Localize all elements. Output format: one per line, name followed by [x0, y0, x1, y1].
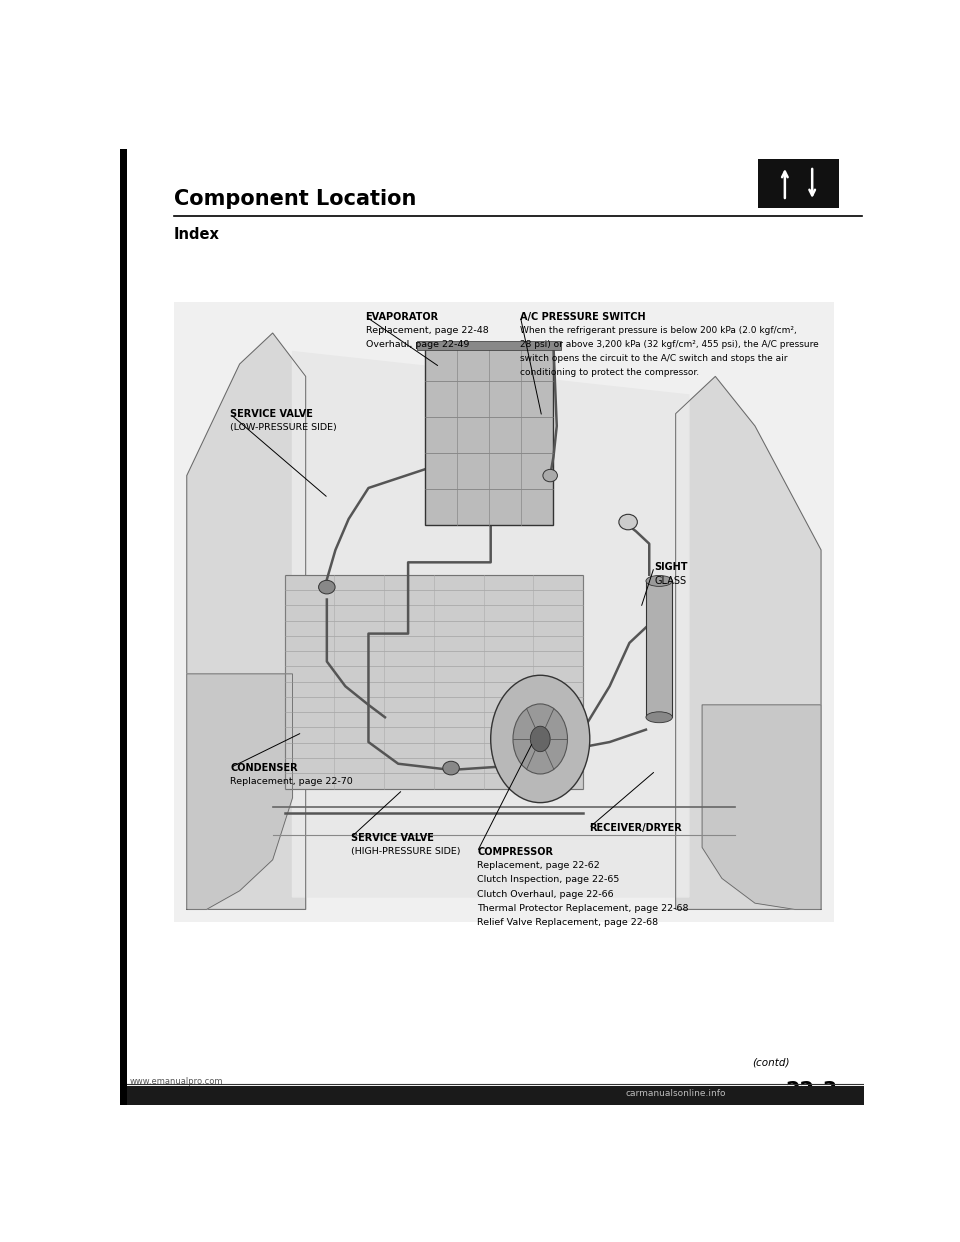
- Bar: [120, 1087, 864, 1105]
- Text: switch opens the circuit to the A/C switch and stops the air: switch opens the circuit to the A/C swit…: [520, 354, 788, 363]
- Bar: [646, 581, 672, 718]
- Text: Index: Index: [174, 227, 220, 242]
- Ellipse shape: [543, 469, 558, 482]
- Text: Clutch Inspection, page 22-65: Clutch Inspection, page 22-65: [477, 876, 619, 884]
- Text: Replacement, page 22-70: Replacement, page 22-70: [230, 777, 353, 786]
- Text: RECEIVER/DRYER: RECEIVER/DRYER: [588, 823, 682, 833]
- Ellipse shape: [646, 575, 672, 586]
- Text: 28 psi) or above 3,200 kPa (32 kgf/cm², 455 psi), the A/C pressure: 28 psi) or above 3,200 kPa (32 kgf/cm², …: [520, 340, 819, 349]
- Text: (HIGH-PRESSURE SIDE): (HIGH-PRESSURE SIDE): [350, 847, 460, 856]
- Text: GLASS: GLASS: [654, 576, 686, 586]
- Bar: [120, 149, 128, 1105]
- Ellipse shape: [319, 580, 335, 594]
- Text: SIGHT: SIGHT: [654, 563, 687, 573]
- Text: 22-3: 22-3: [786, 1082, 838, 1102]
- Text: www.emanualpro.com: www.emanualpro.com: [130, 1077, 223, 1086]
- Text: Overhaul, page 22-49: Overhaul, page 22-49: [366, 340, 468, 349]
- Bar: [284, 575, 583, 789]
- Text: Replacement, page 22-62: Replacement, page 22-62: [477, 861, 600, 871]
- Bar: [418, 340, 561, 350]
- Text: (LOW-PRESSURE SIDE): (LOW-PRESSURE SIDE): [230, 424, 337, 432]
- Polygon shape: [293, 351, 689, 897]
- Text: SERVICE VALVE: SERVICE VALVE: [230, 409, 313, 419]
- Text: CONDENSER: CONDENSER: [230, 763, 298, 773]
- Bar: [758, 159, 839, 209]
- Text: SERVICE VALVE: SERVICE VALVE: [350, 833, 434, 843]
- Polygon shape: [702, 705, 821, 909]
- Text: carmanualsonline.info: carmanualsonline.info: [626, 1089, 727, 1098]
- Bar: [424, 345, 554, 525]
- Ellipse shape: [443, 761, 459, 775]
- Text: Relief Valve Replacement, page 22-68: Relief Valve Replacement, page 22-68: [477, 918, 659, 927]
- Text: Thermal Protector Replacement, page 22-68: Thermal Protector Replacement, page 22-6…: [477, 904, 688, 913]
- Ellipse shape: [619, 514, 637, 530]
- Circle shape: [491, 676, 589, 802]
- Text: Component Location: Component Location: [174, 189, 416, 209]
- Text: Replacement, page 22-48: Replacement, page 22-48: [366, 325, 489, 335]
- Polygon shape: [187, 333, 305, 909]
- Text: EVAPORATOR: EVAPORATOR: [366, 312, 439, 322]
- Text: A/C PRESSURE SWITCH: A/C PRESSURE SWITCH: [520, 312, 646, 322]
- Text: conditioning to protect the compressor.: conditioning to protect the compressor.: [520, 368, 700, 378]
- Polygon shape: [187, 674, 293, 909]
- Text: COMPRESSOR: COMPRESSOR: [477, 847, 553, 857]
- Text: (contd): (contd): [752, 1058, 789, 1068]
- Bar: [174, 302, 834, 922]
- Text: When the refrigerant pressure is below 200 kPa (2.0 kgf/cm²,: When the refrigerant pressure is below 2…: [520, 325, 797, 335]
- Ellipse shape: [646, 712, 672, 723]
- Polygon shape: [676, 376, 821, 909]
- Circle shape: [530, 727, 550, 751]
- Circle shape: [513, 704, 567, 774]
- Text: Clutch Overhaul, page 22-66: Clutch Overhaul, page 22-66: [477, 889, 613, 899]
